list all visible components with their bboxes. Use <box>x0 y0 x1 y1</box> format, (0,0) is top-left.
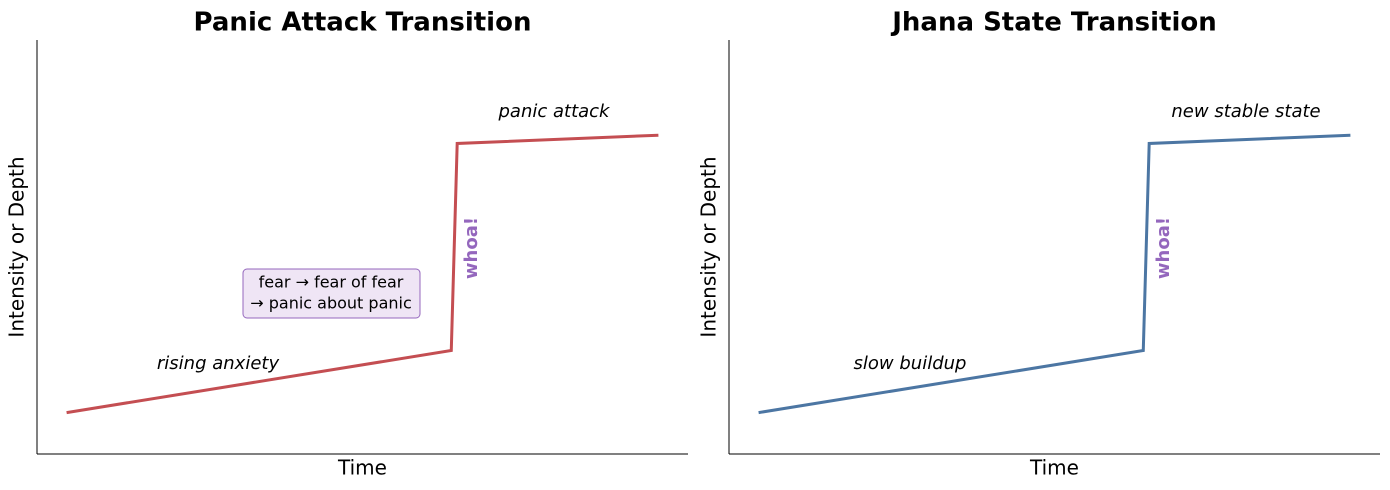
annotation-box <box>242 268 421 319</box>
x-axis-label: Time <box>337 456 387 480</box>
chart-title: Jhana State Transition <box>890 8 1217 38</box>
annotation: whoa! <box>1153 217 1174 279</box>
chart-title: Panic Attack Transition <box>194 8 532 38</box>
annotation: rising anxiety <box>157 353 280 374</box>
annotation: slow buildup <box>854 353 967 374</box>
annotation: panic attack <box>498 101 612 122</box>
y-axis-label: Intensity or Depth <box>5 156 29 337</box>
x-axis-label: Time <box>1029 456 1079 480</box>
data-line <box>66 133 659 415</box>
annotation-box-text: → panic about panic <box>250 294 412 313</box>
data-line <box>758 133 1351 415</box>
annotation: new stable state <box>1171 101 1320 122</box>
annotation: whoa! <box>461 217 482 279</box>
annotation-box-text: fear → fear of fear <box>259 273 404 292</box>
y-axis-label: Intensity or Depth <box>697 156 721 337</box>
